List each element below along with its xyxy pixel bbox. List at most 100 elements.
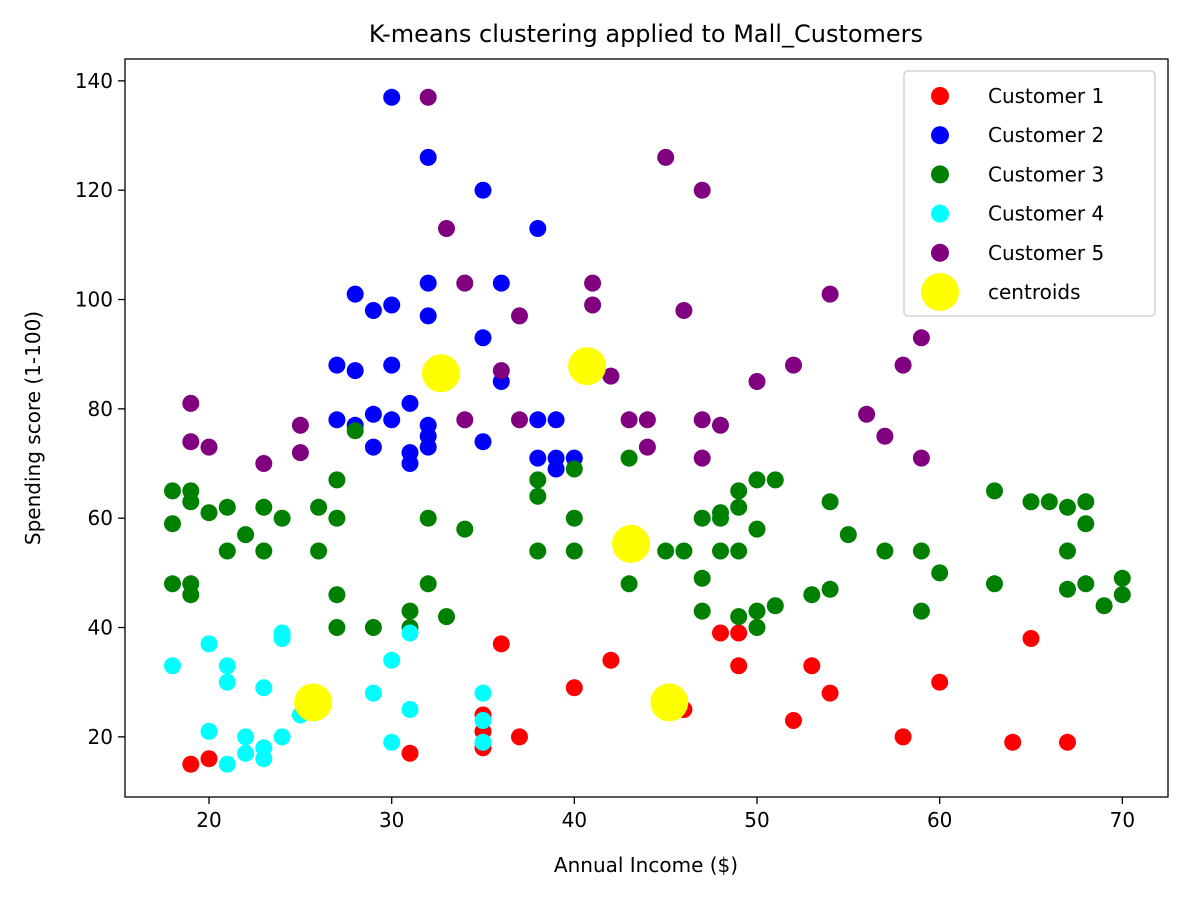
- customer-2-point: [346, 285, 364, 303]
- customer-3-point: [328, 471, 346, 489]
- customer-1-point: [1004, 733, 1022, 751]
- customer-1-point: [730, 624, 748, 642]
- y-axis: 20 40 60 80 100 120 140: [75, 69, 125, 749]
- customer-3-point: [730, 498, 748, 516]
- customer-3-point: [237, 526, 255, 544]
- customer-5-point: [456, 411, 474, 429]
- customer-3-point: [766, 471, 784, 489]
- centroid-point: [612, 524, 650, 563]
- customer-3-point: [712, 542, 729, 560]
- customer-3-point: [401, 602, 419, 620]
- customer-1-point: [401, 744, 419, 762]
- customer-5-point: [620, 411, 638, 429]
- x-tick-label: 20: [196, 808, 221, 832]
- x-tick-label: 70: [1110, 808, 1135, 832]
- customer-5-point: [693, 411, 711, 429]
- chart-title: K-means clustering applied to Mall_Custo…: [369, 20, 923, 48]
- customer-3-point: [164, 515, 181, 533]
- customer-1-point: [511, 728, 528, 746]
- customer-3-point: [346, 422, 364, 440]
- customer-5-point: [182, 394, 200, 412]
- legend-marker: [931, 126, 949, 145]
- centroid-point: [568, 347, 607, 386]
- customer-3-point: [675, 542, 693, 560]
- customer-2-point: [419, 148, 437, 166]
- customer-1-point: [894, 728, 912, 746]
- y-tick-label: 140: [75, 69, 113, 93]
- customer-3-point: [730, 608, 748, 626]
- customer-3-point: [328, 586, 346, 604]
- customer-4-point: [200, 722, 218, 740]
- centroid-point: [650, 683, 689, 722]
- customer-2-point: [346, 362, 364, 380]
- legend-marker: [931, 165, 949, 184]
- customer-3-point: [748, 602, 766, 620]
- legend-entry-label: Customer 1: [988, 84, 1104, 108]
- legend-marker: [931, 204, 949, 223]
- customer-3-point: [1022, 493, 1040, 511]
- customer-3-point: [565, 509, 583, 527]
- customer-4-point: [164, 657, 181, 675]
- customer-1-point: [730, 657, 748, 675]
- customer-3-point: [456, 520, 474, 538]
- customer-5-point: [438, 220, 455, 237]
- customer-4-point: [401, 701, 419, 718]
- customer-3-point: [912, 542, 930, 560]
- customer-3-point: [218, 498, 236, 516]
- customer-3-point: [821, 493, 839, 511]
- customer-3-point: [693, 509, 711, 527]
- customer-3-point: [712, 509, 729, 527]
- customer-3-point: [693, 569, 711, 587]
- customer-3-point: [438, 608, 455, 626]
- customer-5-point: [584, 296, 602, 314]
- customer-1-point: [1059, 733, 1076, 751]
- customer-4-point: [273, 728, 291, 746]
- x-tick-label: 50: [744, 808, 769, 832]
- y-tick-label: 20: [88, 725, 113, 749]
- x-tick-label: 60: [927, 808, 952, 832]
- legend: Customer 1 Customer 2 Customer 3 Customer 4…: [903, 70, 1156, 317]
- customer-3-point: [565, 460, 583, 478]
- legend-entry-label: Customer 4: [988, 202, 1104, 226]
- customer-3-point: [529, 487, 547, 505]
- customer-3-point: [182, 493, 200, 511]
- customer-4-point: [401, 624, 419, 642]
- customer-2-point: [529, 220, 547, 237]
- customer-3-point: [419, 575, 437, 593]
- customer-3-point: [839, 526, 857, 544]
- customer-3-point: [364, 619, 382, 636]
- customer-5-point: [638, 411, 656, 429]
- customer-3-point: [986, 575, 1003, 593]
- customer-5-point: [492, 362, 510, 380]
- customer-3-point: [1040, 493, 1058, 511]
- customer-5-point: [821, 285, 839, 303]
- customer-5-point: [255, 455, 273, 472]
- customer-1-point: [803, 657, 821, 675]
- customer-1-point: [182, 755, 200, 773]
- customer-2-point: [419, 274, 437, 292]
- y-tick-label: 80: [88, 397, 113, 421]
- customer-2-point: [419, 307, 437, 325]
- customer-3-point: [328, 619, 346, 636]
- legend-entry-label: Customer 2: [988, 123, 1104, 147]
- customer-5-point: [675, 302, 693, 319]
- customer-3-point: [529, 471, 547, 489]
- plot-points: [164, 88, 1131, 773]
- customer-5-point: [182, 433, 200, 451]
- customer-5-point: [291, 416, 309, 434]
- customer-4-point: [474, 684, 492, 702]
- customer-5-point: [858, 405, 876, 423]
- customer-3-point: [1077, 493, 1095, 511]
- y-tick-label: 60: [88, 506, 113, 530]
- customer-5-point: [712, 416, 729, 434]
- customer-3-point: [255, 498, 273, 516]
- customer-3-point: [620, 449, 638, 467]
- customer-3-point: [748, 520, 766, 538]
- customer-2-point: [492, 274, 510, 292]
- customer-3-point: [164, 482, 181, 500]
- customer-3-point: [1077, 575, 1095, 593]
- customer-3-point: [1059, 542, 1076, 560]
- customer-2-point: [328, 356, 346, 374]
- customer-3-point: [748, 619, 766, 636]
